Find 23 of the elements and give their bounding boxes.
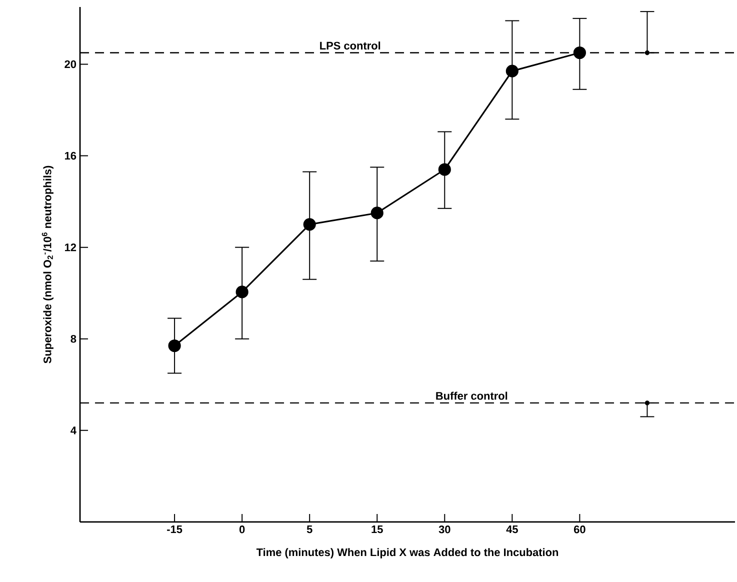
ref-line-label: LPS control [320, 42, 380, 50]
x-tick-label: 15 [372, 526, 383, 534]
x-axis-title: Time (minutes) When Lipid X was Added to the Incubation [256, 548, 558, 558]
x-tick-label: 0 [239, 526, 245, 534]
point [573, 46, 586, 60]
x-tick-label: 5 [306, 526, 312, 534]
x-tick-label: 45 [506, 526, 518, 534]
point [438, 163, 451, 176]
ref-line-label: Buffer control [436, 392, 508, 400]
point [303, 218, 316, 231]
y-tick-label: 4 [70, 426, 76, 434]
x-tick-label: 60 [574, 526, 586, 534]
x-tick-label: -15 [167, 526, 182, 534]
point [168, 339, 181, 352]
y-tick-label: 16 [64, 152, 76, 160]
y-tick-label: 20 [64, 60, 76, 68]
y-tick-label: 8 [70, 335, 76, 343]
y-tick-label: 12 [64, 244, 76, 252]
point [506, 64, 518, 78]
point [236, 286, 248, 298]
point [370, 206, 384, 220]
x-tick-label: 30 [438, 526, 450, 534]
y-axis-title: Superoxide (nmol O$_{2}$$^{-}$/10$^{6}$ neutrophils) [42, 166, 54, 364]
